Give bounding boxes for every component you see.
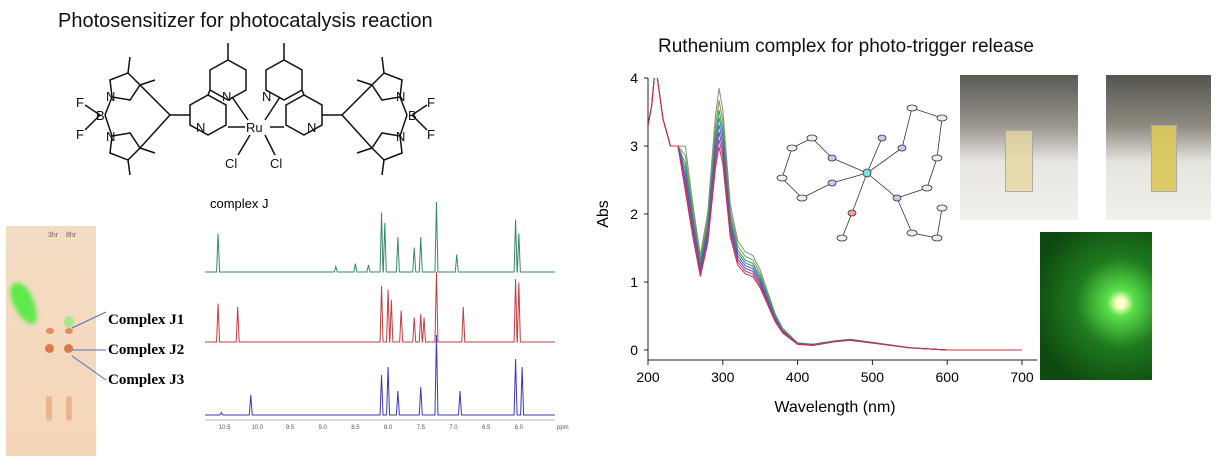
crystal-structure [776, 104, 948, 242]
x-axis-label: Wavelength (nm) [774, 399, 895, 416]
x-tick-label: 400 [786, 369, 810, 385]
complex-j3-label: Complex J3 [108, 372, 185, 388]
streak [66, 396, 72, 421]
atom-cl: Cl [225, 156, 237, 171]
orange-spot [45, 344, 54, 353]
tlc-plate-photo: 3hr 8hr [5, 226, 96, 456]
atom-f: F [76, 95, 84, 110]
atom-n: N [106, 89, 115, 104]
green-spot [64, 316, 74, 328]
atom-f: F [76, 127, 84, 142]
tlc-lane-label: 8hr [66, 232, 77, 239]
atom-b: B [408, 108, 417, 123]
orange-spot [65, 328, 73, 334]
ppm-tick-label: 7.0 [449, 425, 458, 431]
green-spot [5, 278, 43, 329]
cuvette [1005, 130, 1033, 192]
atom-b: B [96, 108, 105, 123]
uv-vis-chart: 0 1 2 3 4 200 300 400 500 600 700 Wavelength (nm) Ab… [595, 70, 1037, 416]
cuvette-photo-before [960, 75, 1078, 220]
ppm-tick-label: 6.5 [482, 425, 491, 431]
ppm-tick-label: 9.0 [319, 425, 328, 431]
compound-name: complex J [210, 196, 269, 211]
ppm-unit: ppm [557, 425, 569, 431]
right-title: Ruthenium complex for photo-trigger rele… [658, 36, 1034, 57]
y-tick-label: 2 [630, 206, 638, 222]
ppm-tick-label: 6.0 [515, 425, 524, 431]
x-tick-label: 200 [636, 369, 660, 385]
chemical-structure: N N N N Ru Cl Cl B B F F F F N N N N [76, 43, 435, 176]
y-tick-label: 1 [630, 274, 638, 290]
orange-spot [46, 328, 54, 334]
ppm-tick-label: 9.5 [286, 425, 295, 431]
y-axis-label: Abs [595, 200, 612, 228]
atom-n: N [396, 129, 405, 144]
y-tick-label: 0 [630, 342, 638, 358]
x-tick-label: 300 [711, 369, 735, 385]
tlc-pointer-lines [71, 311, 107, 381]
nmr-spectra: 10.5 10.0 9.5 9.0 8.5 8.0 7.5 7.0 6.5 6.0 ppm [205, 201, 569, 431]
complex-j2-label: Complex J2 [108, 342, 185, 358]
x-tick-label: 500 [861, 369, 885, 385]
left-title: Photosensitizer for photocatalysis react… [58, 10, 433, 32]
spectrum-line-t7 [648, 78, 1022, 351]
atom-n: N [106, 129, 115, 144]
atom-n: N [396, 89, 405, 104]
tlc-lane-label: 3hr [48, 232, 59, 239]
cuvette [1151, 125, 1177, 192]
atom-f: F [427, 95, 435, 110]
streak [46, 396, 52, 421]
atom-n: N [307, 120, 316, 135]
cuvette-photo-after [1106, 75, 1211, 220]
ppm-tick-label: 7.5 [417, 425, 426, 431]
green-light-photo [1040, 232, 1152, 380]
orange-spot [64, 344, 73, 353]
atom-cl: Cl [270, 156, 282, 171]
atom-n: N [196, 120, 205, 135]
atom-n: N [222, 89, 231, 104]
ppm-tick-label: 8.5 [351, 425, 360, 431]
nmr-spectrum-2 [205, 334, 555, 416]
x-tick-label: 700 [1010, 369, 1034, 385]
y-tick-label: 4 [630, 70, 638, 86]
ppm-tick-label: 8.0 [384, 425, 393, 431]
x-tick-label: 600 [936, 369, 960, 385]
y-tick-label: 3 [630, 138, 638, 154]
complex-j1-label: Complex J1 [108, 312, 185, 328]
atom-f: F [427, 127, 435, 142]
ppm-tick-label: 10.5 [219, 425, 231, 431]
nmr-spectrum-0 [205, 201, 555, 273]
atom-ru: Ru [246, 120, 263, 135]
nmr-spectrum-1 [205, 271, 555, 343]
ppm-tick-label: 10.0 [251, 425, 263, 431]
atom-n: N [262, 89, 271, 104]
